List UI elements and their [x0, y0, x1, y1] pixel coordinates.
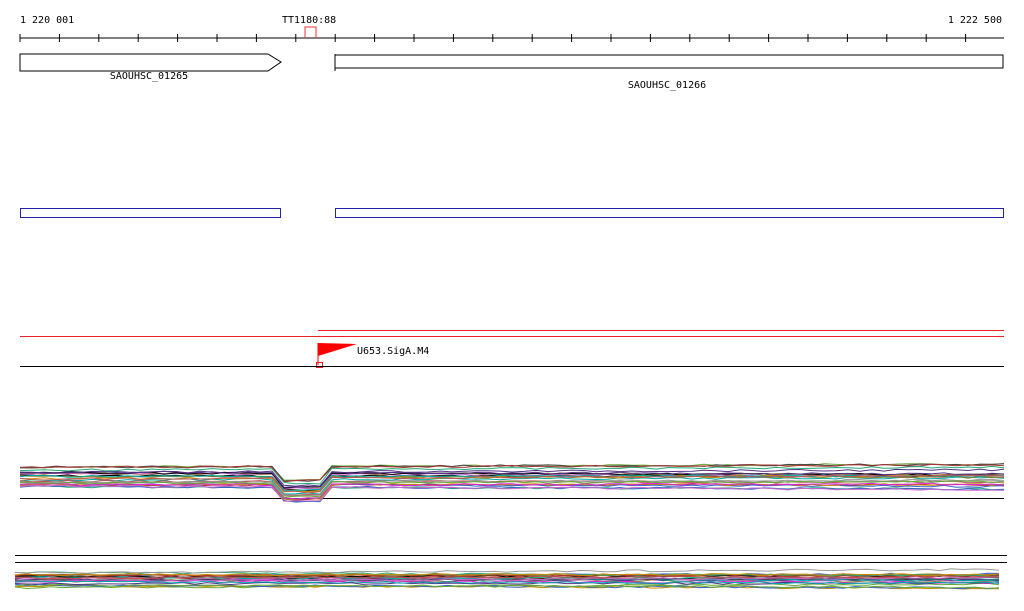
gene-label: SAOUHSC_01265	[110, 71, 188, 82]
gene-label: SAOUHSC_01266	[628, 80, 706, 91]
expression-line	[19, 480, 1005, 498]
expression-line	[19, 474, 1005, 494]
ruler-start: 1 220 001	[20, 15, 74, 26]
expression-line	[19, 463, 1005, 483]
cds-box	[20, 208, 281, 218]
expression-line	[19, 484, 1004, 502]
expression-line	[14, 583, 1000, 589]
expression-line	[14, 568, 1000, 574]
ruler-marker-label: TT1180:88	[282, 15, 336, 26]
cds-box	[335, 208, 1004, 218]
expression-line	[14, 575, 1000, 580]
gene-box	[334, 54, 1004, 71]
expression-tracks	[14, 462, 1005, 590]
feature-label: U653.SigA.M4	[357, 346, 429, 357]
feature-flag	[318, 343, 357, 356]
expression-line	[19, 470, 1005, 488]
ruler-marker	[304, 26, 317, 38]
feature-marker	[316, 362, 323, 368]
gene-arrow	[19, 53, 282, 72]
ruler: 1 220 001 1 222 500 TT1180:88	[19, 15, 1004, 42]
expression-line	[19, 465, 1005, 485]
expression-line	[14, 580, 1000, 585]
expression-line	[19, 482, 1005, 500]
ruler-end: 1 222 500	[948, 15, 1002, 26]
expression-line	[14, 576, 1000, 583]
expression-line	[14, 573, 1000, 577]
